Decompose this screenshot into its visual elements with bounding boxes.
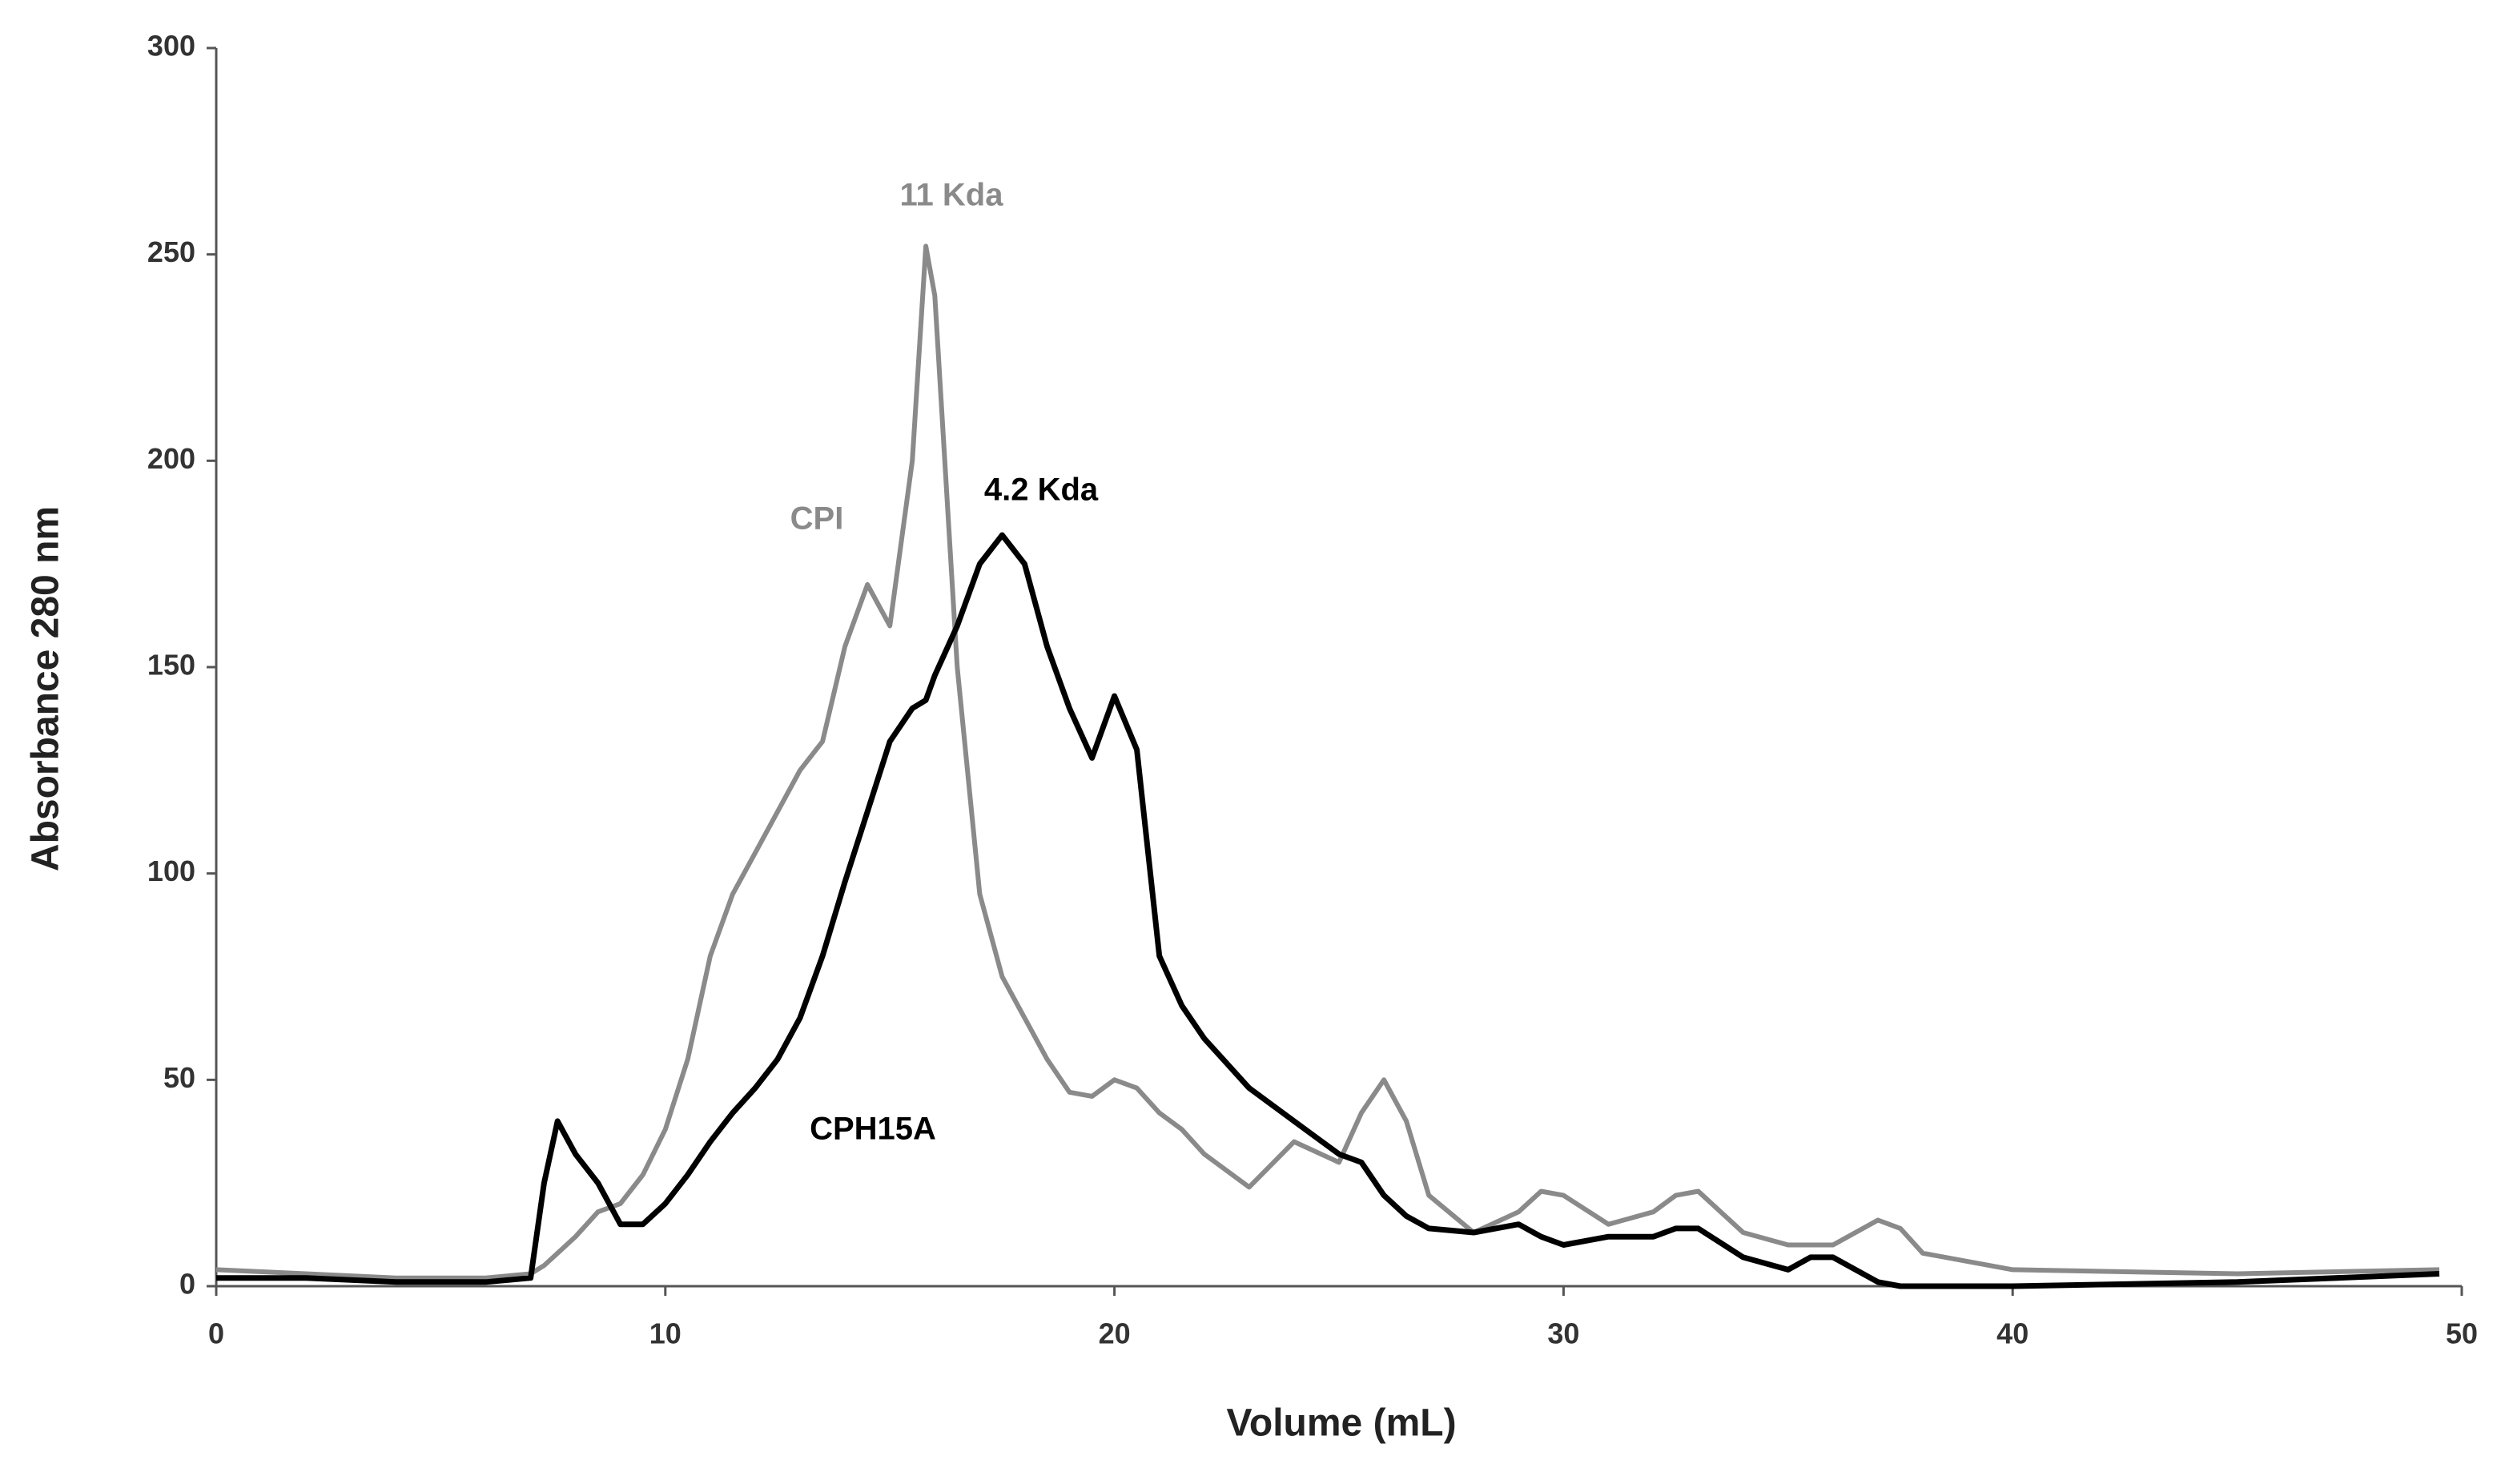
x-tick-label: 30 [1547, 1317, 1579, 1350]
x-tick-label: 10 [649, 1317, 682, 1350]
x-tick-label: 20 [1099, 1317, 1131, 1350]
annotation: 4.2 Kda [984, 473, 1099, 508]
series-line [215, 243, 2440, 1281]
y-tick-label: 150 [147, 649, 195, 682]
x-tick-label: 50 [2446, 1317, 2478, 1350]
y-tick-label: 50 [163, 1061, 195, 1094]
y-tick-label: 250 [147, 235, 195, 268]
y-tick-label: 200 [147, 442, 195, 475]
y-axis-title: Absorbance 280 nm [25, 506, 67, 871]
annotation: 11 Kda [900, 178, 1004, 213]
x-tick-label: 40 [1996, 1317, 2029, 1350]
y-tick-label: 300 [147, 30, 195, 62]
x-axis-title: Volume (mL) [1226, 1402, 1456, 1445]
series-label: CPI [790, 501, 844, 537]
series-label: CPH15A [810, 1112, 936, 1147]
series-line [216, 532, 2440, 1289]
y-tick-label: 100 [147, 855, 195, 887]
y-tick-label: 0 [179, 1268, 195, 1301]
x-tick-label: 0 [208, 1317, 224, 1350]
